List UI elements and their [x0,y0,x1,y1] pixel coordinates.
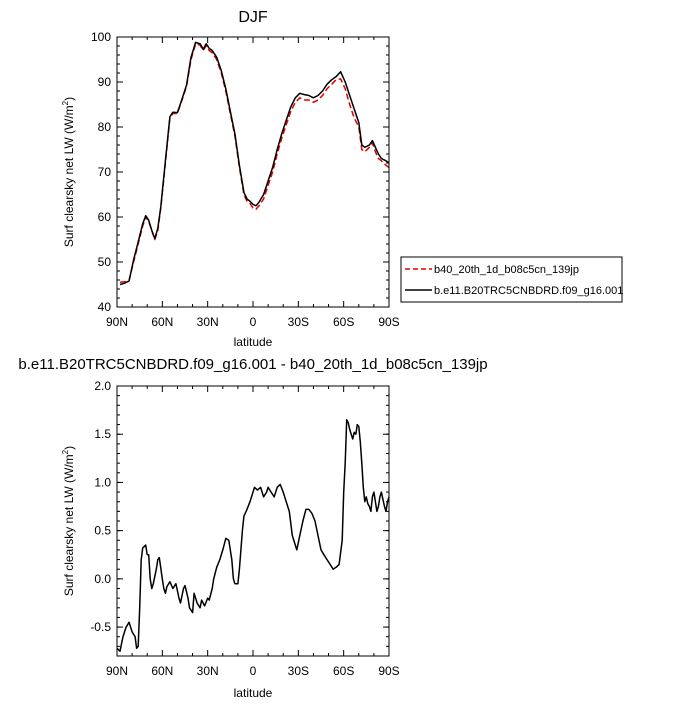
x-tick-label: 0 [250,315,257,329]
y-tick-label: 0.5 [94,524,111,538]
top-y-axis-label-sup: 2 [61,100,70,105]
bottom-ticks [116,385,390,657]
top-y-axis-label-end: ) [62,97,76,101]
x-tick-label: 60S [333,664,354,678]
top-y-tick-labels: 40 50 60 70 80 90 100 [91,30,111,314]
x-tick-label: 30S [288,315,309,329]
bottom-x-tick-labels: 90N 60N 30N 0 30S 60S 90S [106,664,400,678]
y-tick-label: 0.0 [94,572,111,586]
y-tick-label: 50 [98,255,112,269]
bottom-y-axis-label-main: Surf clearsky net LW (W/m [62,454,76,596]
bottom-y-tick-labels: -0.5 0.0 0.5 1.0 1.5 2.0 [90,379,111,634]
series-line-2 [119,41,390,286]
y-tick-label: 80 [98,120,112,134]
y-tick-label: 60 [98,210,112,224]
top-chart-title: DJF [238,9,268,26]
top-ticks [116,36,390,308]
x-tick-label: 30S [288,664,309,678]
y-tick-label: 70 [98,165,112,179]
legend-label-series-1: b40_20th_1d_b08c5cn_139jp [434,264,579,276]
bottom-y-axis-label: Surf clearsky net LW (W/m2) [61,446,76,596]
top-y-axis-label: Surf clearsky net LW (W/m2) [61,97,76,247]
x-tick-label: 90S [378,664,399,678]
series-line-1 [116,419,390,652]
top-x-axis-label: latitude [234,335,273,349]
legend: b40_20th_1d_b08c5cn_139jp b.e11.B20TRC5C… [400,256,623,303]
x-tick-label: 90N [106,664,128,678]
y-tick-label: 100 [91,30,111,44]
x-tick-label: 60N [151,664,173,678]
y-tick-label: -0.5 [90,620,111,634]
y-tick-label: 1.0 [94,475,111,489]
legend-box [400,256,623,303]
bottom-chart-title: b.e11.B20TRC5CNBDRD.f09_g16.001 - b40_20… [18,356,487,373]
top-y-axis-label-main: Surf clearsky net LW (W/m [62,105,76,247]
x-tick-label: 30N [197,315,219,329]
y-tick-label: 40 [98,300,112,314]
bottom-y-axis-label-sup: 2 [61,449,70,454]
x-tick-label: 30N [197,664,219,678]
bottom-series-lines [116,419,390,652]
bottom-y-axis-label-end: ) [62,446,76,450]
top-series-lines [119,41,390,286]
top-x-tick-labels: 90N 60N 30N 0 30S 60S 90S [106,315,400,329]
bottom-x-axis-label: latitude [234,686,273,700]
y-tick-label: 90 [98,75,112,89]
series-line-1 [119,43,390,284]
y-tick-label: 2.0 [94,379,111,393]
x-tick-label: 90S [378,315,399,329]
legend-label-series-2: b.e11.B20TRC5CNBDRD.f09_g16.001 [434,285,623,297]
bottom-panel: b.e11.B20TRC5CNBDRD.f09_g16.001 - b40_20… [18,356,487,700]
x-tick-label: 0 [250,664,257,678]
top-plot-frame [116,36,390,308]
x-tick-label: 90N [106,315,128,329]
y-tick-label: 1.5 [94,427,111,441]
x-tick-label: 60S [333,315,354,329]
bottom-plot-frame [116,385,390,657]
x-tick-label: 60N [151,315,173,329]
